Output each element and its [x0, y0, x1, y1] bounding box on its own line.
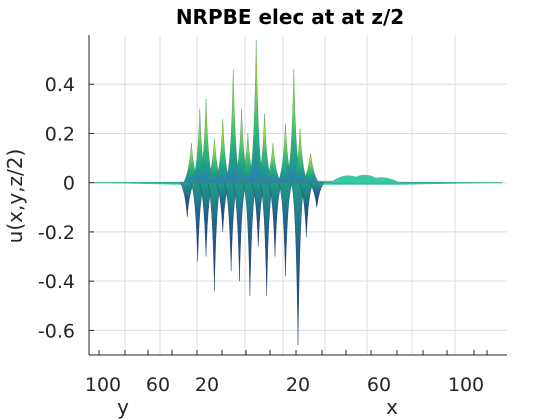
surface-ridge — [363, 177, 400, 183]
z-tick-label: 0.4 — [45, 74, 75, 96]
z-tick-label: 0.2 — [45, 123, 75, 145]
z-axis-ticks: 0.4 0.2 0 -0.2 -0.4 -0.6 — [38, 74, 94, 342]
x-tick-label: 60 — [367, 374, 391, 396]
y-tick-label: 60 — [146, 374, 170, 396]
y-axis-label: y — [117, 395, 129, 419]
chart-title: NRPBE elec at at z/2 — [176, 5, 404, 29]
surface-trough — [179, 182, 195, 218]
surface-plot — [94, 39, 502, 346]
x-tick-label: 20 — [286, 374, 310, 396]
z-axis-label: u(x,y,z/2) — [3, 149, 27, 244]
surface-trough — [298, 182, 314, 237]
y-tick-label: 20 — [195, 374, 219, 396]
x-axis-label: x — [386, 395, 398, 419]
surface-peak — [302, 153, 319, 183]
surface-trough — [278, 182, 293, 277]
z-tick-label: 0 — [63, 173, 75, 195]
axes — [88, 35, 507, 356]
surface-trough — [232, 182, 247, 282]
x-tick-label: 100 — [448, 374, 484, 396]
z-tick-label: -0.4 — [38, 271, 75, 293]
surface-trough — [290, 182, 306, 346]
z-tick-label: -0.6 — [38, 320, 75, 342]
y-tick-label: 100 — [85, 374, 121, 396]
z-tick-label: -0.2 — [38, 222, 75, 244]
surface-peak — [264, 143, 282, 183]
surface-trough — [309, 182, 325, 208]
bottom-ticks — [98, 350, 488, 355]
